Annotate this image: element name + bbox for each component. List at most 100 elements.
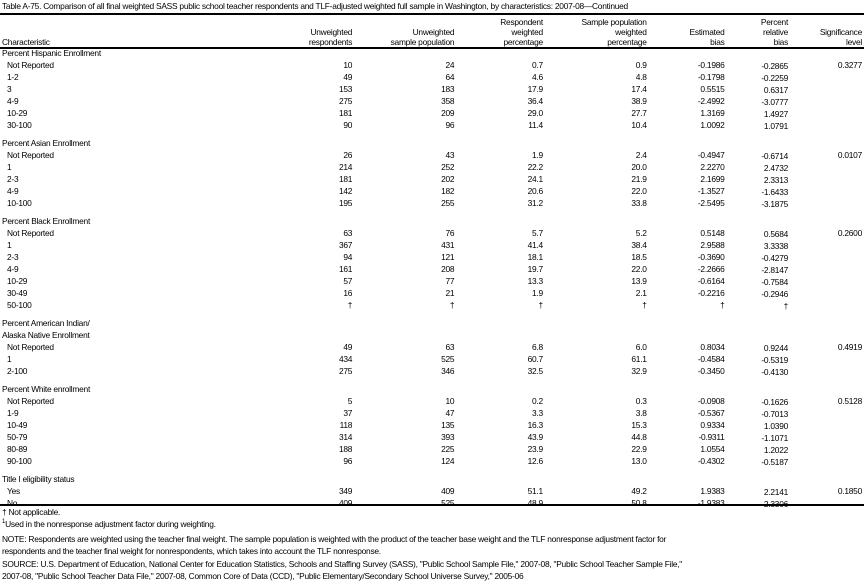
table-cell: 0.5515 xyxy=(700,84,725,94)
table-cell: † xyxy=(347,300,353,310)
table-cell: 0.4919 xyxy=(837,342,862,352)
table-cell: 16.3 xyxy=(527,420,544,430)
row-label: 4-9 xyxy=(7,96,19,106)
row-label: 10-100 xyxy=(7,198,32,208)
table-cell: 1.0390 xyxy=(763,421,789,431)
table-cell: 21.9 xyxy=(631,174,647,184)
table-cell: 21 xyxy=(445,288,455,298)
table-cell: 161 xyxy=(338,264,353,274)
table-cell: 0.7 xyxy=(532,60,543,70)
table-cell: 19.7 xyxy=(527,264,544,274)
footnote-marker: 1 xyxy=(2,519,6,526)
table-cell: † xyxy=(538,300,543,310)
row-label: 4-9 xyxy=(7,264,19,274)
header-row: Characteristic Unweighted respondents Unwei… xyxy=(0,15,862,47)
column-header-text: bias xyxy=(710,37,725,47)
table-cell: 195 xyxy=(338,198,353,208)
table-cell: 13.9 xyxy=(631,276,647,286)
row-label: 50-100 xyxy=(7,300,32,310)
column-header: Unweighted respondents xyxy=(54,15,353,47)
table-cell: 22.0 xyxy=(631,186,647,196)
table-cell: -0.4584 xyxy=(697,354,725,364)
table-cell: 181 xyxy=(338,174,353,184)
table-cell: 22.9 xyxy=(631,444,647,454)
table-cell: 409 xyxy=(338,498,353,508)
table-cell: 0.3 xyxy=(635,396,647,406)
table-cell: 2.9588 xyxy=(700,240,725,250)
table-cell: 434 xyxy=(338,354,353,364)
table-row: 90-100 96 124 12.6 13.0 -0.4302 -0.5187 xyxy=(0,455,862,467)
table-cell: -1.1071 xyxy=(761,433,789,443)
table-cell xyxy=(788,239,862,251)
table-cell: 153 xyxy=(338,84,353,94)
table-cell: 32.5 xyxy=(527,366,544,376)
table-cell: -0.1798 xyxy=(697,72,725,82)
column-header-text: respondents xyxy=(308,37,353,47)
table-cell: 48.9 xyxy=(527,498,544,508)
column-header-text: relative xyxy=(763,27,789,37)
table-cell: 1.0791 xyxy=(763,121,789,131)
table-row: 10-49 118 135 16.3 15.3 0.9334 1.0390 xyxy=(0,419,862,431)
table-row: 1 367 431 41.4 38.4 2.9588 3.3338 xyxy=(0,239,862,251)
group-header-row: Title I eligibility status xyxy=(0,473,862,485)
column-header-text: percentage xyxy=(607,37,647,47)
table-cell: 61.1 xyxy=(631,354,647,364)
table-cell: 2.1 xyxy=(635,288,647,298)
table-cell: 13.3 xyxy=(527,276,544,286)
table-cell: 5.2 xyxy=(635,228,647,238)
table-cell: 47 xyxy=(445,408,455,418)
table-cell: -0.7013 xyxy=(761,409,789,419)
table-cell: 275 xyxy=(338,366,353,376)
table-cell: 188 xyxy=(338,444,353,454)
table-cell: 1.0092 xyxy=(700,120,725,130)
row-label: 3 xyxy=(7,84,12,94)
column-header-text: level xyxy=(846,37,862,47)
table-row: 4-9 142 182 20.6 22.0 -1.3527 -1.6433 xyxy=(0,185,862,197)
table-cell: -0.2865 xyxy=(761,61,789,71)
table-cell: -0.4279 xyxy=(761,253,789,263)
footnote-1-text: Used in the nonresponse adjustment facto… xyxy=(5,519,216,530)
table-cell: -0.6164 xyxy=(697,276,725,286)
table-cell: 51.1 xyxy=(527,486,544,496)
row-label: 2-3 xyxy=(7,252,19,262)
row-label: 30-100 xyxy=(7,120,32,130)
table-cell: 0.1850 xyxy=(837,486,862,496)
table-cell: 57 xyxy=(343,276,353,286)
table-cell: 10.4 xyxy=(631,120,647,130)
row-label: 10-29 xyxy=(7,108,28,118)
table-row: 10-100 195 255 31.2 33.8 -2.5495 -3.1875 xyxy=(0,197,862,209)
table-cell xyxy=(788,455,862,467)
table-cell: -0.7584 xyxy=(761,277,789,287)
row-label: 1 xyxy=(7,162,12,172)
table-cell xyxy=(788,407,862,419)
table-cell xyxy=(788,161,862,173)
table-cell: -2.8147 xyxy=(761,265,789,275)
group-label: Percent American Indian/ xyxy=(2,318,90,328)
table-cell: 63 xyxy=(343,228,353,238)
table-cell: 208 xyxy=(441,264,455,274)
table-cell: 77 xyxy=(445,276,455,286)
table-cell xyxy=(788,173,862,185)
table-row: Not Reported 5 10 0.2 0.3 -0.0908 -0.1626 0.512… xyxy=(0,395,862,407)
table-cell: 3.8 xyxy=(635,408,647,418)
table-cell: 358 xyxy=(441,96,455,106)
table-cell: 525 xyxy=(441,498,455,508)
table-cell: 94 xyxy=(343,252,353,262)
source-line-2: 2007-08, "Public School Teacher Data Fil… xyxy=(2,571,524,582)
table-row: 30-100 90 96 11.4 10.4 1.0092 1.0791 xyxy=(0,119,862,131)
table-row: Yes 349 409 51.1 49.2 1.9383 2.2141 0.1850 xyxy=(0,485,862,497)
table-row: 4-9 275 358 36.4 38.9 -2.4992 -3.0777 xyxy=(0,95,862,107)
table-cell: 64 xyxy=(445,72,455,82)
row-label: 90-100 xyxy=(7,456,32,466)
table-cell: 1.3169 xyxy=(700,108,725,118)
table-cell: -0.4130 xyxy=(761,367,789,377)
table-cell: -0.0908 xyxy=(697,396,725,406)
bottom-rule xyxy=(0,504,864,506)
table-cell: 33.8 xyxy=(631,198,647,208)
table-cell: -0.4302 xyxy=(697,456,725,466)
table-cell: 225 xyxy=(441,444,455,454)
row-label: No xyxy=(7,498,18,508)
table-cell: 15.3 xyxy=(631,420,647,430)
footnote-1: 1Used in the nonresponse adjustment fact… xyxy=(2,518,862,530)
table-cell: † xyxy=(720,300,725,310)
